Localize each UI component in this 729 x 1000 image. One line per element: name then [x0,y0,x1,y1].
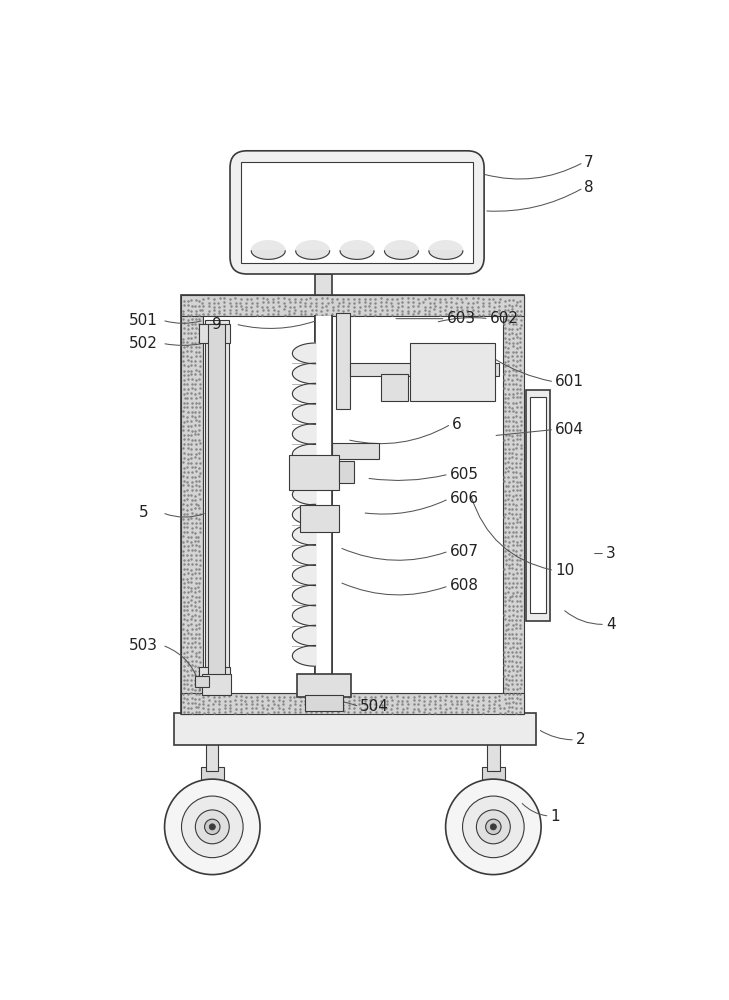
Text: 604: 604 [555,422,584,437]
Text: 601: 601 [555,374,584,389]
Text: 602: 602 [489,311,518,326]
Polygon shape [252,251,285,259]
Text: 10: 10 [555,563,574,578]
Text: 4: 4 [606,617,615,632]
Bar [300,505,338,532]
Circle shape [477,810,510,844]
Circle shape [445,779,541,875]
Circle shape [209,824,215,830]
Bar [174,713,536,745]
Bar [289,455,338,490]
Polygon shape [292,484,316,505]
Polygon shape [252,241,285,251]
Polygon shape [292,343,316,364]
Bar [316,274,332,295]
Bar [203,316,502,693]
Text: 501: 501 [129,313,158,328]
Polygon shape [292,565,316,586]
Polygon shape [292,545,316,565]
Polygon shape [292,524,316,545]
Bar [199,667,230,687]
Text: 7: 7 [584,155,594,170]
Polygon shape [292,424,316,444]
Bar [336,312,350,409]
Text: 2: 2 [576,732,585,747]
FancyBboxPatch shape [230,151,484,274]
Circle shape [195,810,229,844]
Bar [195,676,209,687]
Text: 6: 6 [452,417,461,432]
Text: 9: 9 [212,317,222,332]
Text: 5: 5 [139,505,149,520]
Bar [526,389,550,620]
Text: 603: 603 [446,311,475,326]
Polygon shape [340,241,374,251]
Polygon shape [296,241,330,251]
Text: 606: 606 [450,491,478,506]
Polygon shape [292,645,316,666]
Circle shape [491,824,496,830]
Bar [316,316,332,693]
Polygon shape [340,251,374,259]
Text: 8: 8 [584,180,594,195]
Bar [206,744,219,771]
Polygon shape [296,251,330,259]
Bar [482,767,505,781]
Polygon shape [292,605,316,626]
Bar [182,295,524,714]
Polygon shape [292,383,316,404]
Bar [381,374,408,401]
Text: 504: 504 [360,699,389,714]
Bar [502,295,524,714]
Polygon shape [429,251,463,259]
Polygon shape [384,241,418,251]
Bar [182,295,203,714]
Bar [350,363,499,376]
Polygon shape [384,251,418,259]
Bar [205,320,229,689]
Bar [305,695,343,711]
Text: 608: 608 [450,578,478,593]
Text: 607: 607 [450,544,478,559]
Polygon shape [292,504,316,525]
Circle shape [462,796,524,858]
Text: 503: 503 [129,638,158,653]
Polygon shape [292,403,316,424]
Text: 1: 1 [550,809,560,824]
Bar [182,295,524,316]
Polygon shape [292,464,316,485]
Polygon shape [292,585,316,606]
Bar [201,674,231,695]
Polygon shape [292,444,316,465]
Bar [200,767,224,781]
Bar [487,744,499,771]
Bar [241,162,473,263]
Bar [338,461,354,483]
Polygon shape [292,625,316,646]
Circle shape [486,819,501,835]
Polygon shape [292,363,316,384]
Text: 3: 3 [606,546,615,561]
Bar [182,693,524,714]
Polygon shape [429,241,463,251]
Circle shape [182,796,243,858]
Bar [332,443,379,459]
Circle shape [205,819,220,835]
Circle shape [165,779,260,875]
Bar [199,324,230,343]
Bar [410,343,495,401]
Bar [208,324,225,685]
Text: 502: 502 [129,336,158,351]
Text: 605: 605 [450,467,478,482]
Bar [297,674,351,697]
Bar [529,397,547,613]
